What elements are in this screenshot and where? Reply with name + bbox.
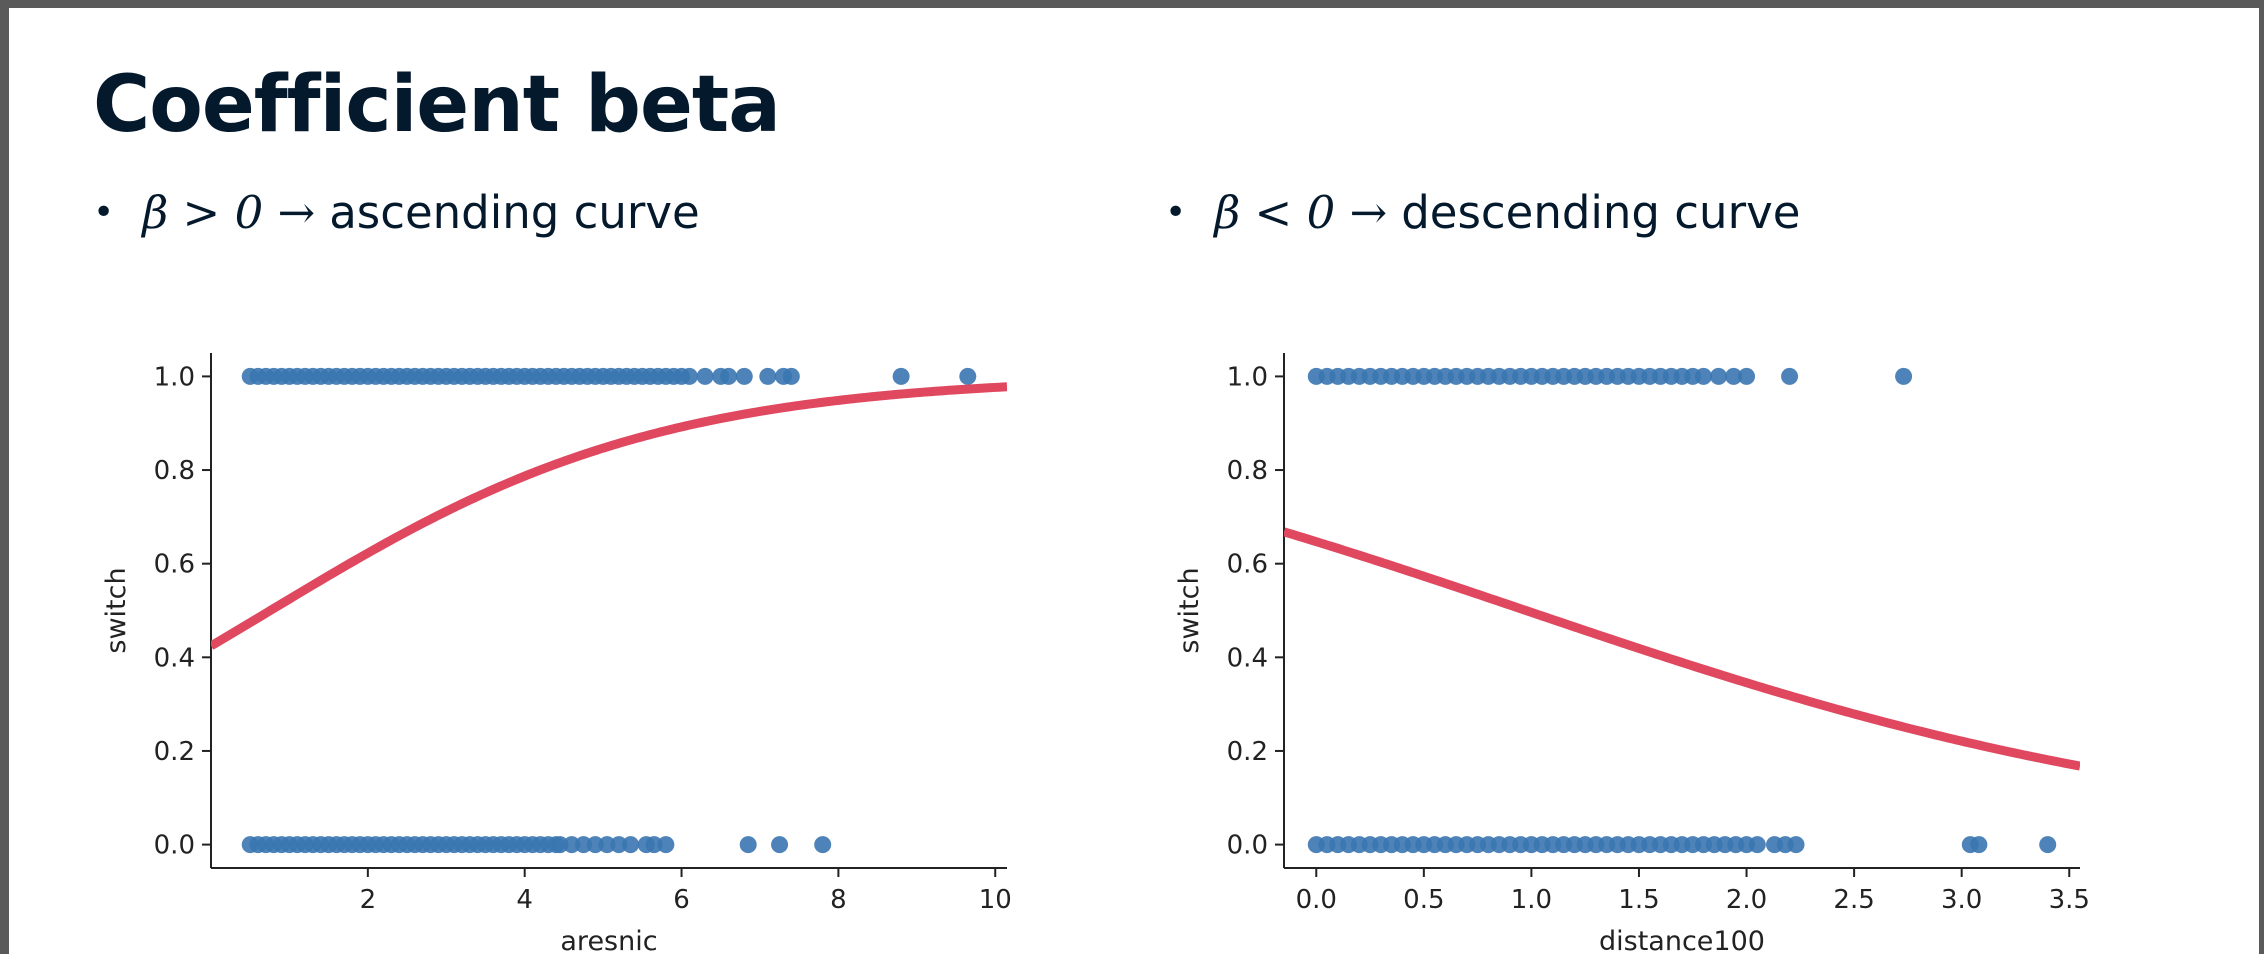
bullet-dot: •: [93, 192, 115, 233]
bullet-dot: •: [1165, 192, 1187, 233]
bullet-negative-beta: • β < 0 → descending curve: [1165, 186, 1800, 239]
bullet-math: β > 0 →: [142, 186, 316, 239]
bullet-text: descending curve: [1401, 186, 1801, 239]
bullet-positive-beta: • β > 0 → ascending curve: [93, 186, 700, 239]
slide-title: Coefficient beta: [93, 60, 781, 150]
bullet-text: ascending curve: [329, 186, 700, 239]
bullet-math: β < 0 →: [1214, 186, 1388, 239]
